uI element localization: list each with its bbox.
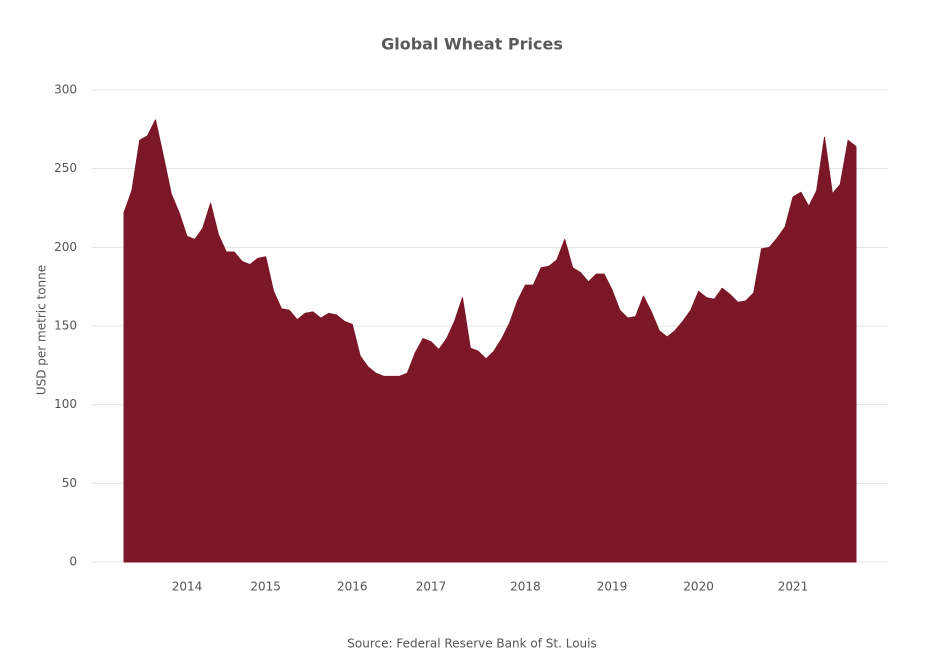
y-tick-label: 50 (62, 476, 77, 490)
y-tick-label: 250 (54, 161, 77, 175)
price-area (123, 119, 857, 563)
x-tick-label: 2017 (416, 580, 447, 594)
x-tick-label: 2020 (683, 580, 714, 594)
x-tick-label: 2021 (778, 580, 809, 594)
x-tick-label: 2018 (510, 580, 541, 594)
y-tick-label: 300 (54, 83, 77, 97)
y-axis-label: USD per metric tonne (35, 265, 49, 395)
chart-title: Global Wheat Prices (381, 35, 563, 54)
source-note: Source: Federal Reserve Bank of St. Loui… (347, 637, 596, 651)
y-tick-label: 200 (54, 240, 77, 254)
y-tick-label: 150 (54, 319, 77, 333)
x-tick-label: 2014 (172, 580, 203, 594)
y-tick-label: 0 (69, 555, 77, 569)
x-tick-label: 2015 (250, 580, 281, 594)
y-tick-label: 100 (54, 397, 77, 411)
x-tick-label: 2019 (597, 580, 628, 594)
x-tick-label: 2016 (337, 580, 368, 594)
